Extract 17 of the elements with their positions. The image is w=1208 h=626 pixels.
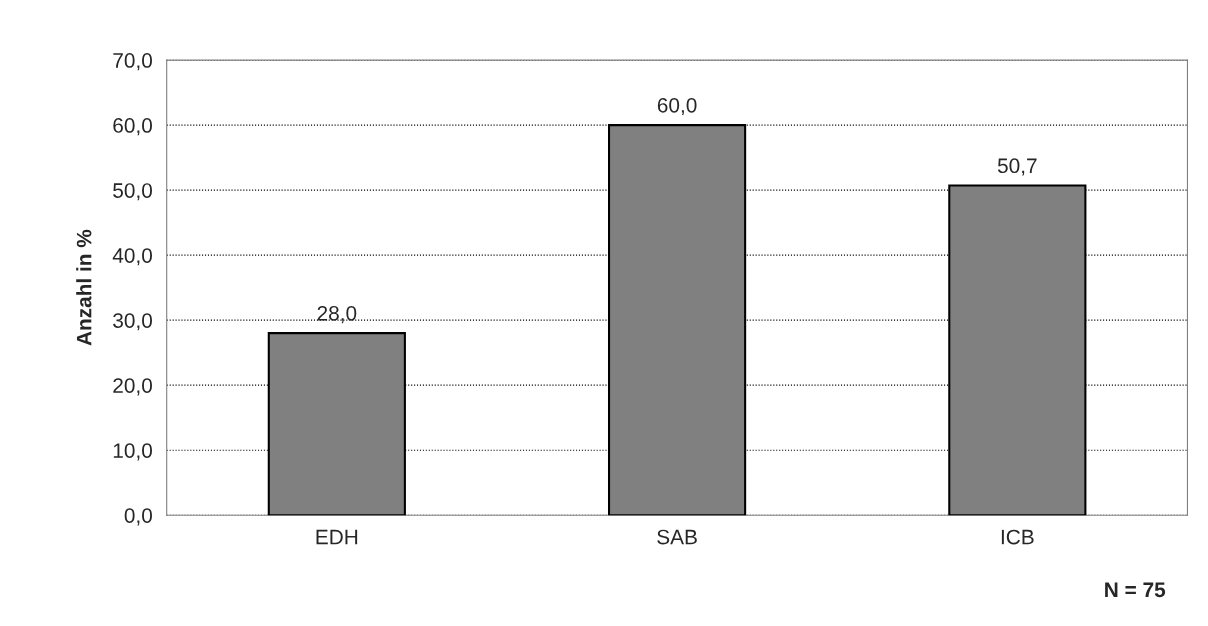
y-axis-title: Anzahl in % (76, 229, 92, 346)
y-tick-label: 20,0 (113, 378, 152, 396)
y-tick-label: 50,0 (113, 183, 152, 201)
y-tick-label: 10,0 (113, 443, 152, 461)
bar (607, 124, 747, 516)
x-tick-label: EDH (316, 529, 358, 545)
y-tick-label: 30,0 (113, 313, 152, 331)
y-tick-label: 0,0 (124, 508, 152, 526)
data-label: 50,7 (997, 158, 1037, 176)
data-label: 60,0 (657, 97, 697, 116)
data-label: 28,0 (317, 305, 357, 324)
text: N = 75 (1105, 582, 1166, 598)
y-tick-label: 70,0 (113, 53, 152, 71)
y-tick-label: 60,0 (113, 118, 152, 136)
y-tick-label: 40,0 (112, 248, 152, 266)
x-tick-label: ICB (1001, 529, 1034, 545)
x-tick-label: SAB (657, 529, 697, 545)
